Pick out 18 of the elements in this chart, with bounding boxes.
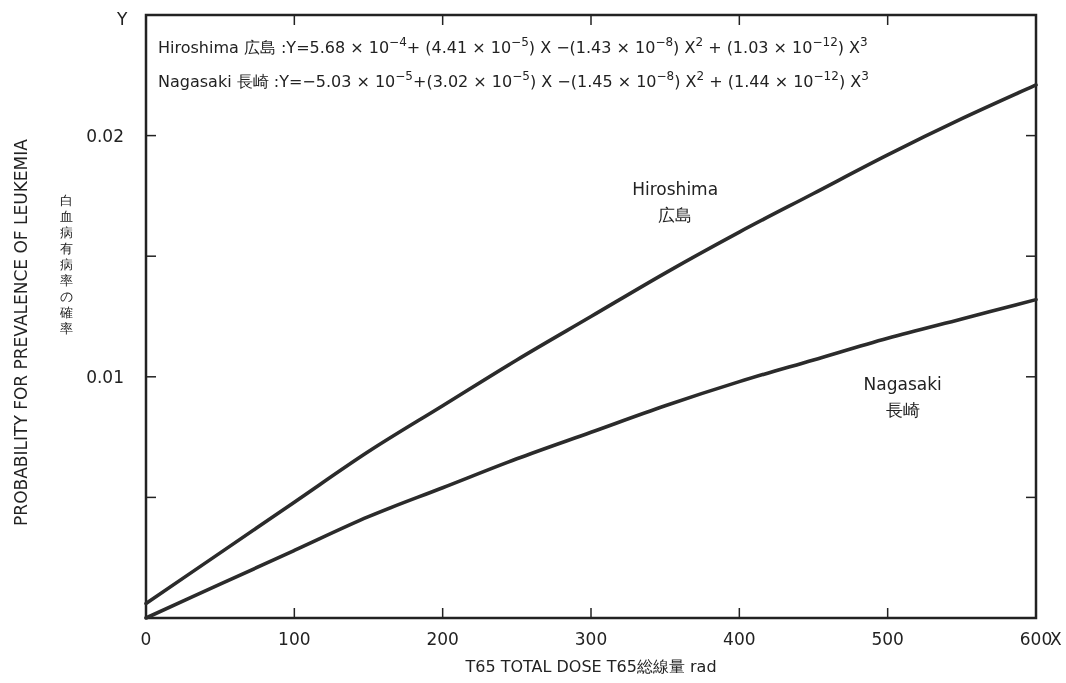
x-tick-label: 100	[278, 629, 311, 649]
text: Y	[116, 9, 128, 29]
text: Hiroshima 広島 :Y=5.68 × 10$^{−4}$+ (4.41 × 10$^{−5}$) X −(1.43 × 10$^{−8}$) X$^{2}$ + (1.03 × 10$^{−12}$) X$^{3}$	[158, 35, 868, 57]
series-label: Nagasaki 長崎	[863, 374, 942, 421]
x-tick-label: 600	[1019, 629, 1053, 649]
x-tick-label: 200	[426, 629, 459, 649]
text: X	[1050, 629, 1062, 649]
text: Nagasaki 長崎 :Y=−5.03 × 10$^{−5}$+(3.02 × 10$^{−5}$) X −(1.45 × 10$^{−8}$) X$^{2}$ + (1.44 × 10$^{−12}$) X$^{3}$	[158, 69, 869, 91]
x-tick-label: 300	[574, 629, 608, 649]
series-label: Hiroshima 広島	[632, 179, 719, 226]
y-tick-label: 0.01	[86, 366, 124, 387]
x-tick-label: 500	[871, 629, 904, 649]
x-axis-title: T65 TOTAL DOSE T65総線量 rad	[464, 657, 717, 676]
y-axis-title: PROBABILITY FOR PREVALENCE OF LEUKEMIA	[11, 138, 31, 526]
x-tick-label: 0	[140, 629, 152, 649]
text: 白血病有病率の確率	[59, 193, 73, 336]
x-tick-label: 400	[723, 629, 756, 649]
y-tick-label: 0.02	[86, 125, 124, 146]
